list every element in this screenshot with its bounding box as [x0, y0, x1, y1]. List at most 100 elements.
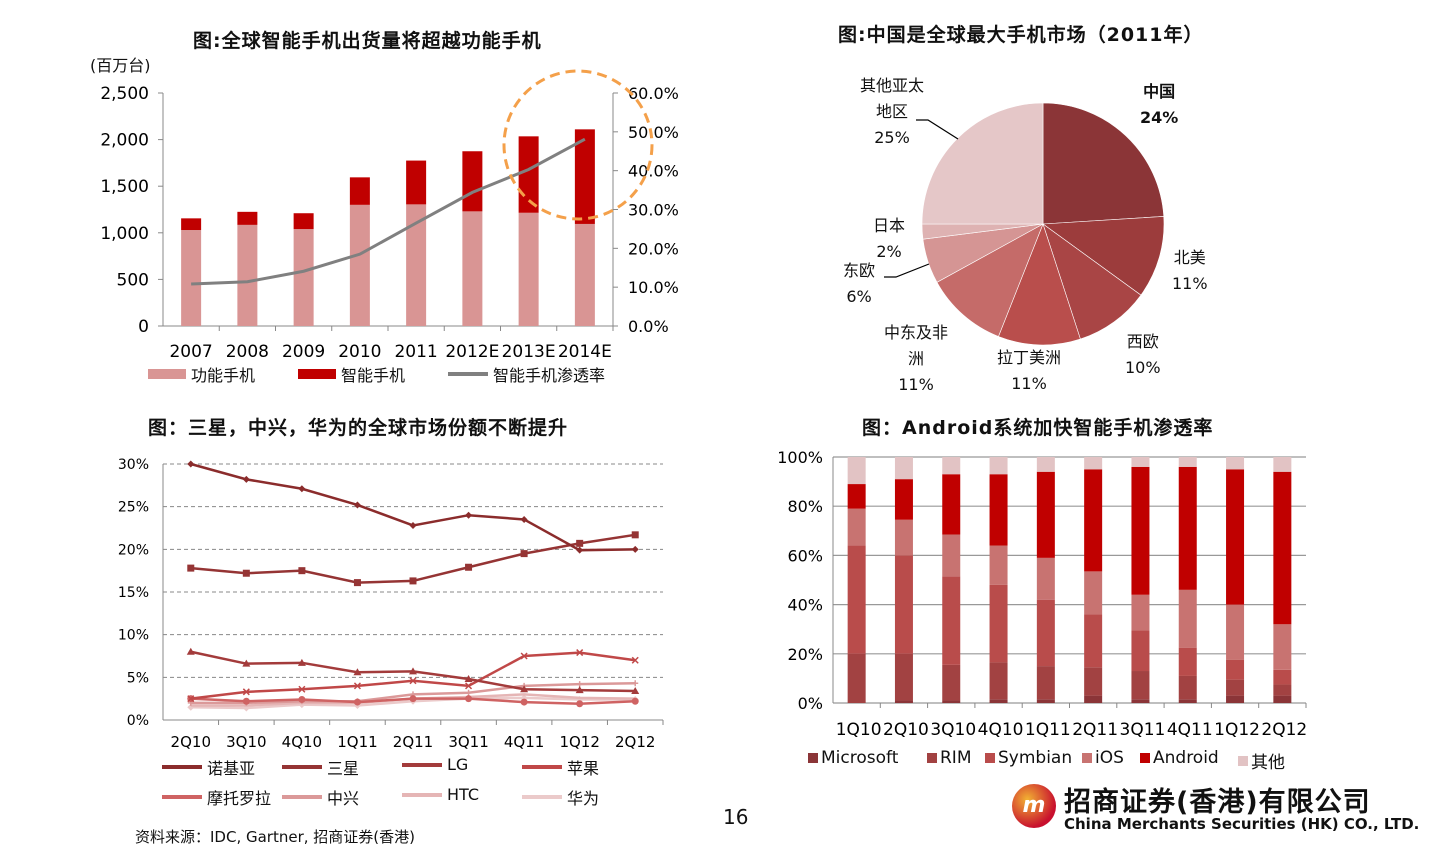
marker-LG	[353, 668, 362, 676]
pie-label-value: 11%	[1011, 374, 1047, 393]
marker-LG	[464, 675, 473, 683]
legend-line-swatch	[162, 795, 202, 799]
chart1-y2-tick-label: 0.0%	[628, 317, 669, 336]
chart4-bar-iOS	[989, 545, 1008, 585]
marker-诺基亚	[520, 515, 528, 523]
marker-摩托罗拉	[298, 696, 306, 704]
legend-swatch	[1082, 753, 1092, 763]
source-note: 资料来源：IDC, Gartner, 招商证券(香港)	[135, 828, 415, 846]
chart1-title: 图:全球智能手机出货量将超越功能手机	[193, 30, 542, 52]
chart4-bar-RIM	[1084, 667, 1103, 696]
logo-chinese: 招商证券(香港)有限公司	[1064, 787, 1371, 818]
chart4-bar-Android	[847, 484, 866, 509]
marker-摩托罗拉	[576, 700, 584, 708]
chart3-y-tick-label: 15%	[118, 585, 149, 601]
pie-slice-西欧	[1042, 223, 1142, 340]
pie-leader-line	[884, 263, 930, 278]
chart1-penetration-line	[191, 137, 586, 286]
pie-label-value: 11%	[1172, 274, 1208, 293]
chart4-bar-Microsoft	[1131, 699, 1150, 703]
chart3-y-tick-label: 30%	[118, 457, 149, 473]
chart4-x-tick-label: 1Q12	[1214, 720, 1260, 740]
pie-label-西欧: 西欧 10%	[1125, 329, 1161, 381]
chart4-bar-Android	[1131, 466, 1150, 595]
legend-label: Android	[1153, 748, 1219, 768]
legend-line-swatch	[282, 765, 322, 769]
chart4-bar-Microsoft	[1178, 699, 1197, 703]
marker-诺基亚	[465, 511, 473, 519]
chart4-bar-RIM	[847, 653, 866, 703]
chart1-y2-tick-label: 30.0%	[628, 201, 679, 220]
chart4-bar-Symbian	[1273, 669, 1292, 685]
chart1-y-tick-label: 1,000	[100, 224, 149, 244]
chart1-bar-智能手机	[349, 177, 370, 205]
chart4-y-tick-label: 0%	[798, 694, 823, 713]
chart1-y2-tick-label: 10.0%	[628, 278, 679, 297]
pie-label-value: 10%	[1125, 358, 1161, 377]
marker-诺基亚	[576, 546, 584, 554]
chart4-bar-其他	[894, 457, 913, 480]
chart3-y-tick-label: 20%	[118, 542, 149, 558]
pie-label-name: 其他亚太地区	[859, 76, 924, 121]
chart4-bar-iOS	[1178, 589, 1197, 648]
pie-label-name: 西欧	[1126, 332, 1159, 351]
chart4-bar-其他	[1084, 457, 1103, 470]
marker-摩托罗拉	[465, 695, 473, 703]
legend-swatch	[985, 753, 995, 763]
chart1-bar-智能手机	[293, 213, 314, 230]
chart3-y-tick-label: 5%	[127, 670, 149, 686]
pie-label-日本: 日本 2%	[873, 213, 905, 265]
legend-label: 智能手机渗透率	[493, 366, 606, 385]
chart4-bar-RIM	[1036, 666, 1055, 700]
chart1-y-tick-label: 0	[138, 317, 149, 337]
legend-line-swatch	[402, 762, 442, 767]
chart4-bar-Android	[1178, 466, 1197, 590]
chart4-x-tick-label: 2Q11	[1072, 720, 1118, 740]
chart1-bar-功能手机	[349, 204, 370, 326]
chart1-y2-tick-label: 60.0%	[628, 84, 679, 103]
legend-label: 中兴	[327, 789, 360, 808]
chart1-bar-功能手机	[574, 223, 595, 326]
pie-label-value: 2%	[876, 242, 902, 261]
chart4-bar-其他	[847, 457, 866, 485]
page-number: 16	[723, 805, 749, 829]
chart1-y-tick-label: 1,500	[100, 177, 149, 197]
chart4-bar-其他	[989, 457, 1008, 475]
legend-label: 智能手机	[341, 366, 406, 385]
marker-苹果	[298, 685, 306, 693]
chart3-x-tick-label: 3Q10	[226, 733, 266, 751]
chart4-bar-Microsoft	[1273, 695, 1292, 703]
chart4-bar-iOS	[1226, 604, 1245, 660]
chart4-bar-RIM	[894, 653, 913, 701]
pie-label-东欧: 东欧 6%	[843, 258, 875, 310]
chart4-y-tick-label: 80%	[787, 497, 823, 516]
chart4-bar-Android	[894, 479, 913, 520]
chart3-x-tick-label: 4Q11	[504, 733, 544, 751]
legend-label: Microsoft	[821, 748, 899, 768]
marker-诺基亚	[242, 475, 250, 483]
marker-三星	[409, 577, 417, 585]
chart3-x-tick-label: 2Q12	[615, 733, 655, 751]
highlight-dashed-circle	[502, 69, 654, 221]
marker-LG	[297, 658, 306, 666]
chart1-bar-功能手机	[181, 230, 202, 326]
legend-label: 功能手机	[191, 366, 256, 385]
chart3-legend-item: LG	[402, 755, 468, 774]
legend-line-swatch	[162, 765, 202, 769]
chart4-bar-iOS	[1131, 594, 1150, 631]
chart3-legend-item: 中兴	[282, 785, 359, 809]
chart1-bar-功能手机	[293, 229, 314, 326]
chart1-x-tick-label: 2011	[394, 342, 437, 362]
chart1-y-tick-label: 2,000	[100, 131, 149, 151]
chart4-x-tick-label: 2Q12	[1261, 720, 1307, 740]
chart1-y-axis-label: (百万台)	[90, 56, 151, 75]
chart4-bar-Symbian	[1131, 630, 1150, 672]
chart3-x-tick-label: 2Q10	[171, 733, 211, 751]
chart1-legend-item: 智能手机	[298, 362, 405, 386]
chart4-bar-其他	[1131, 457, 1150, 467]
legend-line-swatch	[402, 792, 442, 797]
pie-slice-中东及非洲	[936, 223, 1044, 337]
legend-label: 华为	[567, 789, 600, 808]
marker-苹果	[242, 688, 250, 696]
